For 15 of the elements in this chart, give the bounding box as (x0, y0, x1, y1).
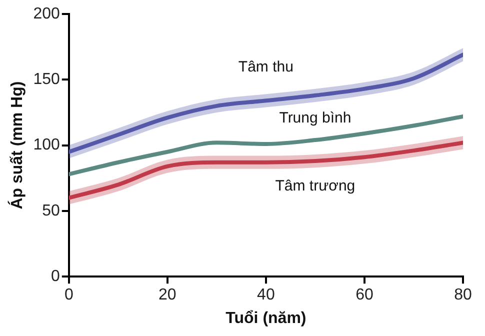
y-axis-title: Áp suất (mm Hg) (7, 81, 26, 210)
x-tick-label: 60 (356, 286, 374, 304)
y-tick-label: 200 (33, 5, 60, 22)
series-label: Tâm trương (275, 178, 356, 195)
y-tick-label: 150 (33, 71, 60, 88)
series-label: Trung bình (279, 110, 352, 127)
y-tick-label: 0 (50, 268, 60, 286)
x-tick-label: 0 (64, 286, 74, 304)
y-tick-label: 50 (42, 202, 60, 220)
x-tick-label: 40 (257, 286, 275, 304)
series-label: Tâm thu (238, 58, 294, 76)
x-tick-label: 80 (454, 286, 472, 304)
x-axis-title: Tuổi (năm) (226, 310, 306, 327)
y-tick-label: 100 (33, 136, 60, 154)
x-tick-label: 20 (158, 286, 176, 304)
